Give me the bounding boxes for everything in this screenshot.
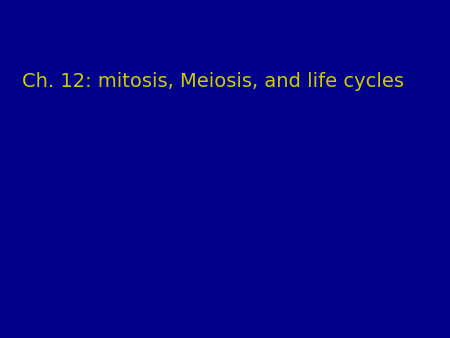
Text: Ch. 12: mitosis, Meiosis, and life cycles: Ch. 12: mitosis, Meiosis, and life cycle…: [22, 72, 405, 91]
